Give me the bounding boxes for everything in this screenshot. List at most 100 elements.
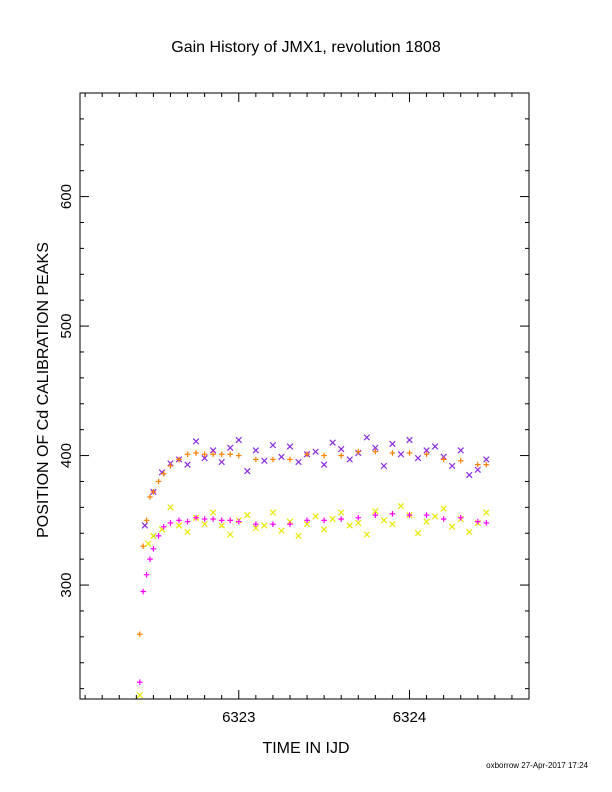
series-2-point xyxy=(295,532,302,540)
footer-credit: oxborrow 27-Apr-2017 17:24 xyxy=(486,761,588,770)
series-1-point xyxy=(143,517,150,524)
x-axis-label: TIME IN IJD xyxy=(262,740,349,757)
series-2-point xyxy=(448,523,456,531)
series-0-point xyxy=(209,447,217,454)
series-2-point xyxy=(269,509,277,516)
y-tick-label: 300 xyxy=(58,573,75,598)
series-2-point xyxy=(184,528,191,536)
chart-title: Gain History of JMX1, revolution 1808 xyxy=(171,39,441,56)
axis-ticks xyxy=(80,92,529,699)
series-0-point xyxy=(320,461,328,468)
series-1-point xyxy=(474,461,481,468)
series-3-point xyxy=(321,517,327,524)
series-0-point xyxy=(286,443,294,450)
series-1-point xyxy=(270,456,276,463)
series-3-point xyxy=(355,514,362,521)
series-1-point xyxy=(483,461,490,468)
series-2-point xyxy=(329,515,336,523)
series-1-point xyxy=(304,451,310,458)
series-0-point xyxy=(218,458,225,466)
series-3-point xyxy=(150,545,157,552)
series-2-point xyxy=(303,520,311,528)
series-0-point xyxy=(184,461,191,468)
series-2-point xyxy=(252,524,260,532)
series-2-point xyxy=(218,522,225,529)
series-0-point xyxy=(423,447,430,454)
series-2-point xyxy=(431,513,439,520)
series-1-point xyxy=(184,451,191,458)
series-3-point xyxy=(474,518,481,525)
series-1-point xyxy=(287,456,293,463)
series-0-point xyxy=(380,462,388,470)
series-1-point xyxy=(457,457,464,464)
series-3-point xyxy=(167,520,174,526)
series-0-point xyxy=(397,451,405,458)
y-tick-label: 400 xyxy=(58,443,75,468)
series-3-point xyxy=(176,517,182,524)
series-2-point xyxy=(337,509,345,516)
series-1-point xyxy=(193,450,199,456)
series-2-point xyxy=(380,517,388,524)
series-3-point xyxy=(270,521,276,527)
series-1-point xyxy=(338,452,345,459)
series-3-point xyxy=(184,518,191,525)
series-1-point xyxy=(372,448,379,455)
series-3-point xyxy=(440,516,447,522)
series-2-point xyxy=(278,527,285,534)
series-2-point xyxy=(363,531,371,538)
series-0-point xyxy=(141,522,149,529)
series-3-point xyxy=(235,518,242,525)
series-0-point xyxy=(337,445,345,453)
series-3-point xyxy=(143,571,150,578)
series-1-point xyxy=(150,489,157,495)
series-1-point xyxy=(176,456,182,463)
series-2-point xyxy=(466,528,473,536)
y-tick-label: 600 xyxy=(58,184,75,209)
series-2-point xyxy=(136,691,143,699)
tick-labels: 300 400 500 600 6323 6324 xyxy=(58,184,426,726)
series-0-point xyxy=(474,466,482,474)
series-2-point xyxy=(209,509,217,516)
series-3-point xyxy=(457,514,464,521)
series-3-point xyxy=(210,516,216,522)
series-0-point xyxy=(448,462,456,470)
series-2-point xyxy=(372,508,379,515)
series-0-point xyxy=(295,458,302,466)
series-3-point xyxy=(147,556,153,562)
y-tick-label: 500 xyxy=(58,314,75,339)
series-2-point xyxy=(440,505,447,512)
series-1-point xyxy=(155,478,162,485)
series-3-point xyxy=(193,514,199,521)
series-2-point xyxy=(389,520,396,528)
series-0-point xyxy=(269,441,277,449)
series-1-point xyxy=(253,456,259,463)
series-2-point xyxy=(244,511,251,519)
series-0-point xyxy=(201,454,208,462)
series-2-point xyxy=(261,522,268,529)
series-3-point xyxy=(253,521,259,527)
series-0-point xyxy=(278,453,285,461)
series-2-point xyxy=(175,522,183,529)
series-0-point xyxy=(483,456,490,463)
series-3-point xyxy=(423,512,430,518)
series-2-point xyxy=(201,520,208,528)
series-2-point xyxy=(397,502,405,510)
series-1-point xyxy=(389,450,396,456)
x-tick-label: 6323 xyxy=(222,709,255,726)
series-2-point xyxy=(355,519,362,527)
series-1-point xyxy=(147,494,153,500)
series-1-point xyxy=(423,451,430,458)
series-1-point xyxy=(167,463,174,469)
series-0-point xyxy=(312,448,319,455)
series-0-point xyxy=(431,443,439,450)
series-0-point xyxy=(466,471,473,479)
series-3-point xyxy=(140,588,146,595)
series-0-point xyxy=(227,444,234,452)
series-1-point xyxy=(136,631,143,638)
series-0-point xyxy=(414,454,422,462)
series-2-point xyxy=(145,540,152,547)
series-2-point xyxy=(320,526,328,533)
series-3-point xyxy=(201,516,208,522)
series-3-point xyxy=(406,512,413,518)
series-2-point xyxy=(414,530,422,537)
